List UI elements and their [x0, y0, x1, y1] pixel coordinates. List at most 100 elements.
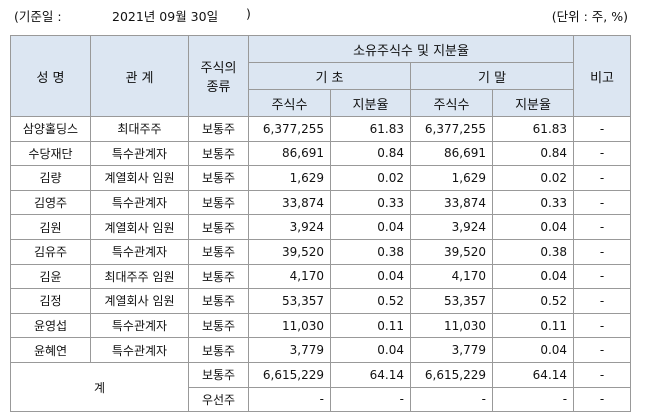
cell: 39,520 — [410, 238, 493, 265]
cell: - — [573, 238, 632, 265]
row: 김원 계열회사 임원 보통주 3,924 0.04 3,924 0.04- — [10, 214, 632, 240]
header-text: 주식의 — [200, 61, 237, 76]
cell: 보통주 — [188, 165, 249, 191]
cell: 특수관계자 — [90, 238, 189, 265]
cell: - — [573, 263, 632, 290]
cell: 6,377,255 — [410, 116, 493, 142]
cell: 53,357 — [410, 288, 493, 314]
header-cell: 주식수 — [248, 89, 331, 117]
header-cell: 관 계 — [90, 35, 189, 117]
header-text: 종류 — [206, 80, 231, 95]
cell: 김량 — [10, 165, 91, 191]
cell: 61.83 — [491, 116, 575, 142]
date: 2021년 09월 30일 — [112, 9, 219, 24]
cell: 3,924 — [410, 214, 493, 240]
header-cell: 비고 — [573, 35, 632, 117]
row: 김량 계열회사 임원 보통주 1,629 0.02 1,629 0.02- — [10, 165, 632, 191]
cell: 0.02 — [491, 165, 575, 191]
row: 김영주 특수관계자 보통주 33,874 0.33 33,874 0.33- — [10, 189, 632, 216]
cell: 86,691 — [410, 140, 493, 167]
cell: - — [573, 116, 632, 142]
cell: 0.52 — [330, 288, 411, 314]
cell: - — [573, 386, 632, 413]
cell: 0.04 — [330, 214, 411, 240]
cell: 39,520 — [248, 238, 331, 265]
cell: 0.04 — [330, 337, 411, 363]
cell: - — [410, 386, 493, 413]
shareholder-table: 성 명 관 계 주식의 종류 소유주식수 및 지분율 비고 기 초 기 말 주식수… — [10, 35, 632, 413]
cell: 계 — [10, 361, 189, 413]
cell: 김윤 — [10, 263, 91, 290]
cell: 3,779 — [410, 337, 493, 363]
cell: 보통주 — [188, 337, 249, 363]
header-cell: 성 명 — [10, 35, 91, 117]
cell: - — [573, 165, 632, 191]
cell: 윤영섭 — [10, 312, 91, 339]
cell: 계열회사 임원 — [90, 288, 189, 314]
cell: 6,377,255 — [248, 116, 331, 142]
cell: 최대주주 임원 — [90, 263, 189, 290]
cell: 보통주 — [188, 189, 249, 216]
cell: 3,924 — [248, 214, 331, 240]
cell: 계열회사 임원 — [90, 214, 189, 240]
cell: 보통주 — [188, 361, 249, 388]
table-body: 삼양홀딩스 최대주주 보통주 6,377,255 61.83 6,377,255 61.83… — [10, 116, 632, 413]
cell: 0.84 — [330, 140, 411, 167]
cell: 특수관계자 — [90, 189, 189, 216]
cell: 보통주 — [188, 140, 249, 167]
header-cell: 지분율 — [491, 89, 575, 117]
cell: 특수관계자 — [90, 140, 189, 167]
cell: 11,030 — [248, 312, 331, 339]
cell: 64.14 — [491, 361, 575, 388]
row: 김윤 최대주주 임원 보통주 4,170 0.04 4,170 0.04- — [10, 263, 632, 290]
cell: 4,170 — [248, 263, 331, 290]
row: 김유주 특수관계자 보통주 39,520 0.38 39,520 0.38- — [10, 238, 632, 265]
cell: - — [248, 386, 331, 413]
header-cell: 소유주식수 및 지분율 — [247, 35, 575, 63]
cell: - — [573, 140, 632, 167]
row: 계 보통주 6,615,229 64.14 6,615,229 64.14- — [10, 361, 632, 413]
header-cell: 주식수 — [410, 89, 493, 117]
cell: - — [573, 337, 632, 363]
unit: (단위 : 주, %) — [551, 9, 628, 24]
cell: 삼양홀딩스 — [10, 116, 91, 142]
cell: 0.11 — [330, 312, 411, 339]
cell: 0.02 — [330, 165, 411, 191]
row: 윤영섭 특수관계자 보통주 11,030 0.11 11,030 0.11- — [10, 312, 632, 339]
row: 수당재단 특수관계자 보통주 86,691 0.84 86,691 0.84- — [10, 140, 632, 167]
cell: 김영주 — [10, 189, 91, 216]
cell: 0.33 — [330, 189, 411, 216]
cell: - — [573, 361, 632, 388]
cell: 김원 — [10, 214, 91, 240]
cell: 보통주 — [188, 312, 249, 339]
header-cell: 기 초 — [248, 62, 411, 90]
cell: 수당재단 — [10, 140, 91, 167]
cell: 0.04 — [330, 263, 411, 290]
cell: - — [573, 312, 632, 339]
cell: 53,357 — [248, 288, 331, 314]
cell: 우선주 — [188, 386, 249, 413]
cell: 33,874 — [410, 189, 493, 216]
cell: 보통주 — [188, 116, 249, 142]
cell: 0.11 — [491, 312, 575, 339]
cell: 11,030 — [410, 312, 493, 339]
cell: 특수관계자 — [90, 337, 189, 363]
cell: 보통주 — [188, 288, 249, 314]
cell: 보통주 — [188, 263, 249, 290]
cell: 64.14 — [330, 361, 411, 388]
cell: 특수관계자 — [90, 312, 189, 339]
cell: 0.38 — [330, 238, 411, 265]
cell: 0.84 — [491, 140, 575, 167]
cell: 4,170 — [410, 263, 493, 290]
cell: 86,691 — [248, 140, 331, 167]
cell: 보통주 — [188, 214, 249, 240]
cell: 윤혜연 — [10, 337, 91, 363]
cell: - — [573, 288, 632, 314]
date-label: (기준일 : — [14, 9, 62, 24]
cell: - — [573, 189, 632, 216]
cell: 1,629 — [248, 165, 331, 191]
date-close: ) — [246, 6, 251, 21]
row: 삼양홀딩스 최대주주 보통주 6,377,255 61.83 6,377,255 61.83… — [10, 116, 632, 142]
